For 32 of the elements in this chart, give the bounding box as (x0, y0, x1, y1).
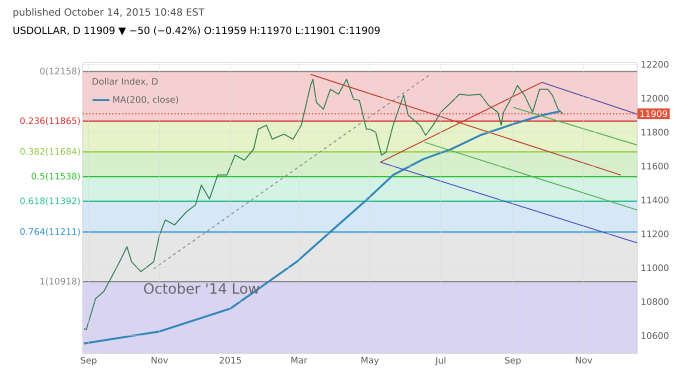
x-tick-label: Nov (152, 356, 168, 364)
y-tick-label: 11400 (642, 196, 668, 204)
text: Dollar Index, D (92, 78, 158, 86)
y-tick-label: 11600 (642, 162, 668, 170)
y-tick-label: 10600 (642, 332, 668, 339)
annotation: October '14 Low (144, 282, 260, 294)
y-tick-label: 12200 (642, 60, 668, 68)
line-series (82, 110, 562, 344)
y-tick-label: 11800 (642, 128, 668, 136)
x-tick-label: Jul (434, 356, 446, 366)
chart-subtitle: USDOLLAR, D 11909 ▼ −50 (−0.42%) O:11959 H:11970 L:11901 C:11909 (13, 26, 380, 36)
x-tick-label: Mar (291, 356, 308, 364)
y-tick-label: 11200 (642, 230, 668, 238)
y-tick-label: 12000 (642, 94, 668, 102)
y-tick-label: 11000 (642, 264, 668, 272)
y-tick-label: 10800 (642, 298, 668, 305)
x-tick-label: Nov (576, 356, 592, 364)
line-series (83, 78, 564, 330)
ref-line-label: 0.764(11211) (20, 228, 80, 236)
x-tick-label: May (362, 356, 379, 366)
ref-line-label: 0.618(11392) (20, 197, 80, 206)
legend-label: MA(200, close) (113, 96, 178, 104)
ref-line-label: 11909 (640, 110, 668, 117)
ref-line-label: 0.236(11865) (20, 117, 80, 126)
x-tick-label: Sep (505, 356, 521, 366)
x-tick-label: Sep (80, 356, 97, 366)
ref-line-label: 0.5(11538) (32, 172, 80, 180)
ref-line-label: 1(10918) (40, 278, 80, 286)
ref-line-label: 0(12158) (40, 67, 80, 76)
text: published October 14, 2015 10:48 EST (14, 8, 205, 18)
x-tick-label: 2015 (220, 356, 241, 364)
ref-line-label: 0.382(11684) (20, 148, 80, 156)
